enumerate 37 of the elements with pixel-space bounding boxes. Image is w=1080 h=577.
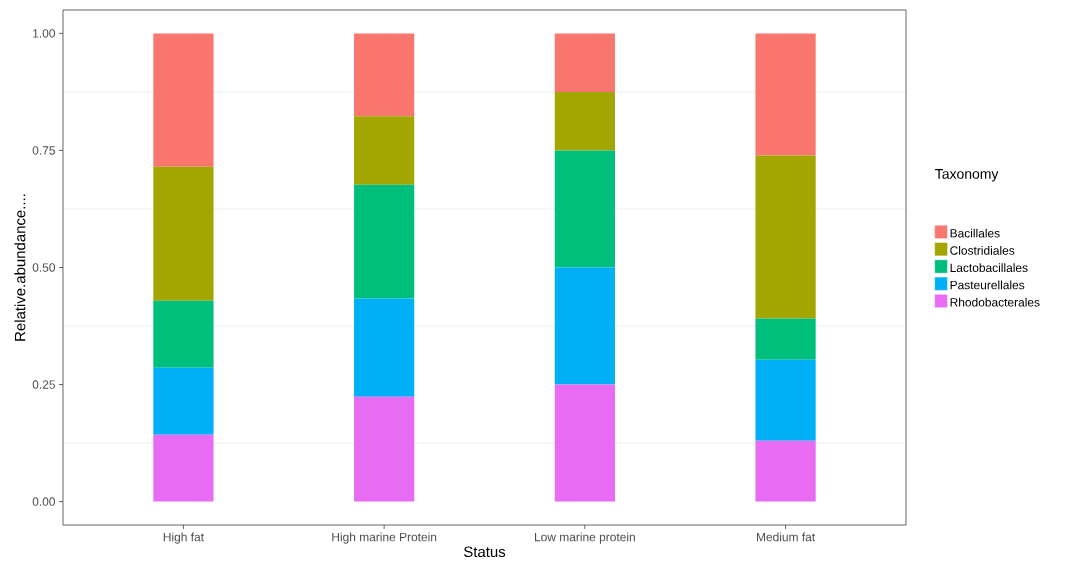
bar [354, 396, 415, 502]
x-tick-label: Low marine protein [535, 532, 635, 544]
x-axis-title: Status [463, 546, 506, 558]
legend-label: Clostridiales [950, 245, 1015, 255]
y-tick-label: 0.25 [32, 380, 55, 389]
bar [755, 440, 816, 502]
bar [554, 33, 615, 92]
x-tick-label: Medium fat [757, 532, 816, 542]
bar [755, 318, 816, 360]
y-axis-title: Relative.abundance.... [14, 194, 26, 341]
x-tick-label: High marine Protein [332, 532, 437, 544]
y-tick-label: 1.00 [33, 29, 56, 38]
bar [755, 155, 816, 319]
bar [755, 359, 816, 441]
bar [755, 33, 816, 156]
bar [153, 434, 214, 502]
bar [554, 150, 615, 268]
bar [554, 91, 615, 151]
bar [153, 166, 214, 301]
y-tick-label: 0.00 [32, 497, 56, 506]
legend-label: Rhodobacterales [950, 297, 1040, 307]
bar [554, 384, 615, 502]
bar [354, 116, 415, 185]
legend-label: Lactobacillales [950, 263, 1028, 273]
bar [554, 267, 615, 385]
legend-label: Bacillales [950, 228, 1000, 238]
bar [354, 184, 415, 299]
bar [153, 367, 214, 435]
legend-title: Taxonomy [935, 169, 999, 182]
x-tick-label: High fat [163, 532, 204, 544]
bar [153, 33, 214, 167]
legend-label: Pasteurellales [950, 280, 1025, 290]
bar [153, 300, 214, 368]
y-tick-label: 0.50 [32, 263, 56, 272]
bar [354, 298, 415, 397]
y-tick-label: 0.75 [32, 146, 55, 155]
bar [354, 33, 415, 117]
